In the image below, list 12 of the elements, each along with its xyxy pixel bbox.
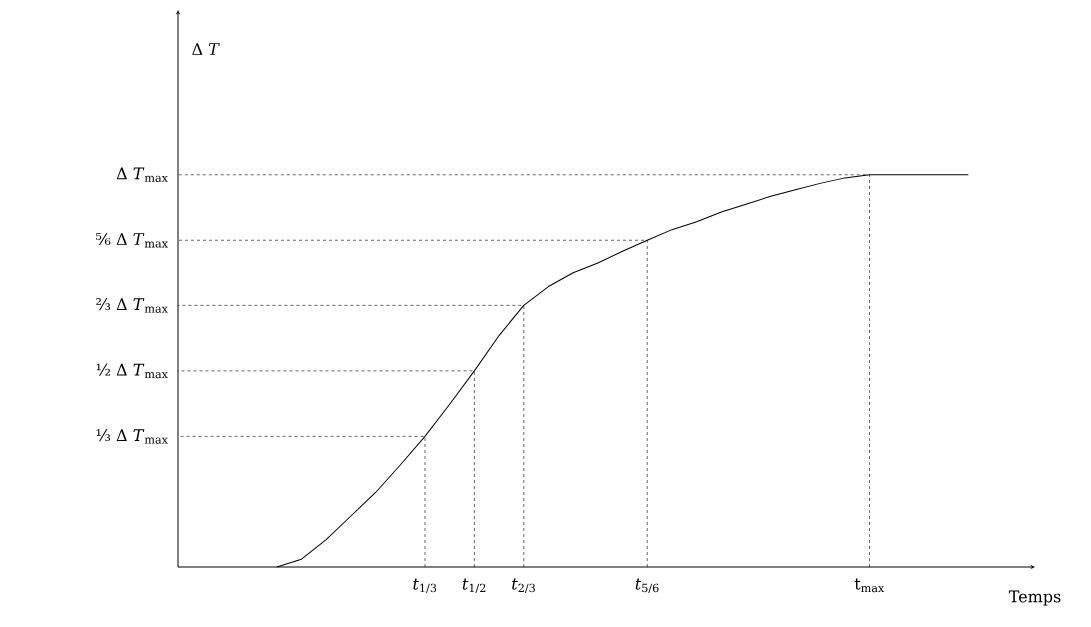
text: ⅔ Δ T$_{max}$	[96, 298, 168, 313]
text: Δ T	[192, 43, 220, 55]
x-tick-label: t$_{1/3}$	[413, 578, 437, 594]
x-axis-title: Temps	[1008, 590, 1061, 606]
text: Δ T$_{max}$	[116, 167, 168, 182]
x-tick-label: t$_{1/2}$	[462, 578, 486, 594]
x-tick-label: t$_{5/6}$	[635, 578, 659, 594]
x-tick-label: t$_{max}$	[854, 578, 885, 593]
text: ⅚ Δ T$_{max}$	[96, 232, 168, 248]
x-tick-label: t$_{2/3}$	[512, 578, 535, 594]
text: ⅓ Δ T$_{max}$	[96, 429, 168, 444]
text: ½ Δ T$_{max}$	[96, 363, 168, 379]
